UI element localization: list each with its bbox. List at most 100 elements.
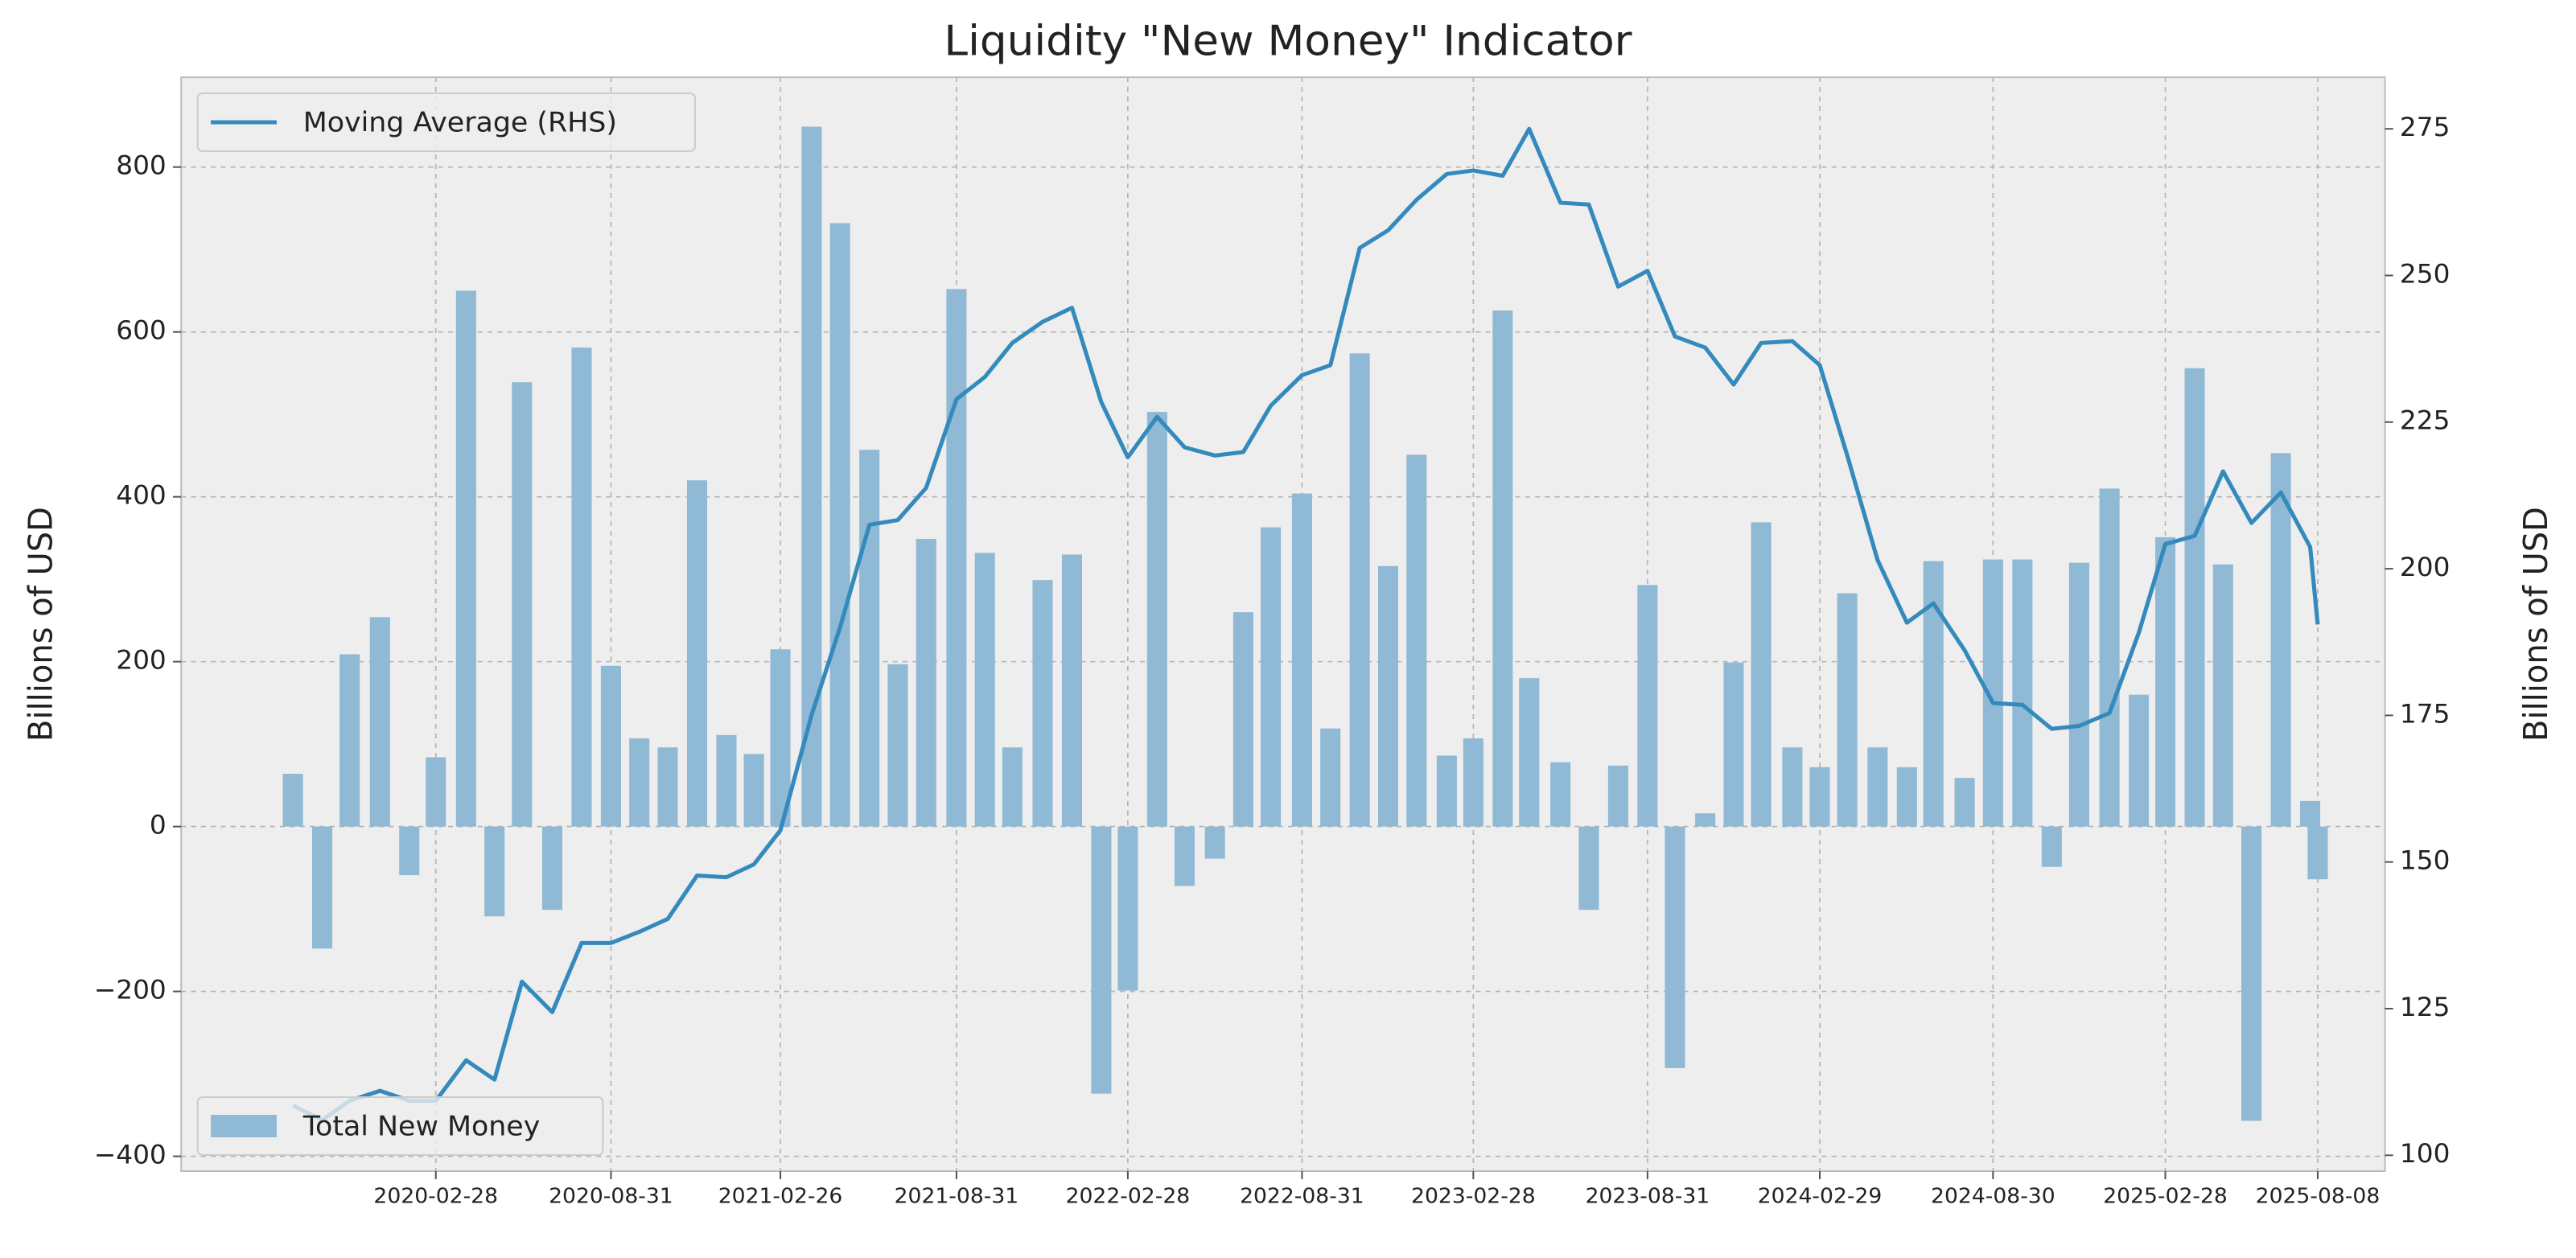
bar <box>770 649 791 827</box>
bar <box>743 754 764 827</box>
bar <box>2212 564 2233 827</box>
bar <box>1751 522 1772 827</box>
legend-box <box>196 1096 604 1156</box>
bar <box>2154 536 2176 827</box>
bar <box>946 289 967 827</box>
bar <box>512 382 533 827</box>
bar <box>859 450 880 827</box>
bar <box>2129 694 2150 827</box>
y-tick-label: 400 <box>116 480 167 511</box>
bar <box>2068 562 2089 827</box>
y-tick-label: −400 <box>94 1140 167 1170</box>
bar <box>1406 454 1427 827</box>
bar <box>887 664 908 827</box>
bar <box>2099 488 2120 827</box>
bar <box>1665 826 1685 1068</box>
bar <box>1896 767 1917 827</box>
bar <box>2270 453 2291 827</box>
axes: −400 −200 0 200 400 600 800 100 125 150 175 200 225 2… <box>94 112 2450 1208</box>
plot-area <box>181 77 2385 1171</box>
bar <box>1550 762 1571 827</box>
y2-tick-label: 150 <box>2400 845 2450 876</box>
bar <box>455 290 476 827</box>
bar <box>2241 826 2262 1121</box>
x-tick-label: 2024-02-29 <box>1758 1185 1883 1209</box>
legend: Total New Money <box>196 1096 604 1156</box>
x-tick-label: 2023-08-31 <box>1586 1185 1710 1209</box>
x-tick-label: 2021-02-26 <box>718 1185 843 1209</box>
y2-tick-label: 225 <box>2400 405 2450 436</box>
legend-box <box>196 92 696 152</box>
bar <box>1032 580 1053 827</box>
y2-tick-label: 125 <box>2400 992 2450 1022</box>
x-tick-label: 2025-08-08 <box>2256 1185 2381 1209</box>
bar <box>1061 554 1082 827</box>
bar <box>2300 800 2321 827</box>
y2-tick-label: 275 <box>2400 112 2450 142</box>
bar <box>541 826 562 911</box>
bar <box>1117 826 1138 991</box>
bar <box>716 734 737 827</box>
bar <box>426 757 446 827</box>
bar <box>916 538 936 827</box>
bar <box>282 774 303 827</box>
y-tick-label: 200 <box>116 645 167 676</box>
bar <box>1695 813 1716 827</box>
bar <box>1174 826 1195 886</box>
bar <box>1349 353 1370 827</box>
plot-frame <box>180 76 2386 1172</box>
bar <box>571 347 592 827</box>
bar <box>1146 412 1167 827</box>
chart-title: Liquidity "New Money" Indicator <box>944 17 1632 65</box>
bar <box>399 826 420 876</box>
bar <box>1377 565 1398 827</box>
legend-label: Total New Money <box>302 1111 541 1143</box>
bar <box>1492 310 1513 827</box>
legend: Moving Average (RHS) <box>196 92 696 152</box>
bar <box>1723 662 1744 827</box>
bar <box>1436 755 1457 827</box>
bar <box>1002 747 1023 827</box>
bar <box>1320 728 1341 827</box>
bar <box>829 223 850 827</box>
bar <box>1607 765 1628 827</box>
bar <box>2041 826 2062 867</box>
legend-swatch <box>211 1115 277 1137</box>
bar <box>1954 778 1975 827</box>
y2-axis-label: Billions of USD <box>2516 507 2556 742</box>
bar <box>1809 767 1830 827</box>
bar <box>1291 493 1312 827</box>
bar <box>1232 612 1253 827</box>
bar <box>600 665 621 827</box>
bar <box>974 553 995 827</box>
bar <box>1578 826 1599 911</box>
bar <box>629 738 650 827</box>
y2-tick-label: 200 <box>2400 552 2450 582</box>
y-axis-label: Billions of USD <box>21 507 60 742</box>
y2-tick-label: 250 <box>2400 259 2450 290</box>
bar <box>1261 527 1282 827</box>
x-tick-label: 2024-08-30 <box>1931 1185 2055 1209</box>
bar <box>2307 826 2328 880</box>
bar <box>1204 826 1225 859</box>
y2-tick-label: 175 <box>2400 699 2450 730</box>
x-tick-label: 2025-02-28 <box>2103 1185 2228 1209</box>
y-tick-label: −200 <box>94 975 167 1005</box>
x-tick-label: 2023-02-28 <box>1411 1185 1536 1209</box>
x-tick-label: 2020-02-28 <box>373 1185 498 1209</box>
bar <box>484 826 505 917</box>
bar <box>339 654 360 827</box>
x-tick-label: 2022-02-28 <box>1066 1185 1191 1209</box>
bar <box>2012 559 2033 827</box>
x-tick-label: 2020-08-31 <box>549 1185 673 1209</box>
bar <box>369 617 390 827</box>
bar <box>657 747 678 827</box>
y2-tick-label: 100 <box>2400 1139 2450 1170</box>
x-tick-label: 2021-08-31 <box>895 1185 1019 1209</box>
bar <box>312 826 333 949</box>
bar <box>1837 593 1858 827</box>
bar <box>1463 738 1483 827</box>
bar <box>1519 678 1540 827</box>
